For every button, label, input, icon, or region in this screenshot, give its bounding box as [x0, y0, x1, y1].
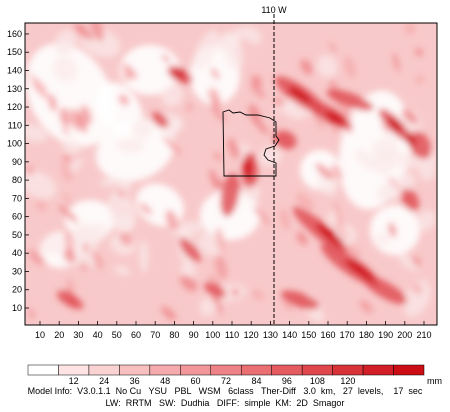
- x-tick-label: 10: [35, 330, 45, 340]
- x-tick-label: 80: [169, 330, 179, 340]
- color-bar-swatch: [301, 364, 333, 376]
- y-tick-label: 110: [8, 120, 22, 130]
- y-tick-label: 20: [12, 285, 22, 295]
- plot-border: [24, 22, 438, 326]
- color-bar-label: 60: [191, 376, 201, 386]
- color-bar-label: 120: [340, 376, 355, 386]
- color-bar-label: 72: [221, 376, 231, 386]
- color-bar-label: 48: [160, 376, 170, 386]
- y-axis: 10 20 30 40 50 60 70 80 90 100 110 120 130 140 150 160: [7, 29, 29, 313]
- precipitation-field: [25, 23, 437, 323]
- y-tick-label: 160: [7, 29, 22, 39]
- y-tick-label: 50: [12, 230, 22, 240]
- color-bar-swatch: [210, 364, 242, 376]
- y-tick-label: 130: [7, 84, 22, 94]
- x-tick-label: 50: [112, 330, 122, 340]
- x-tick-label: 100: [205, 330, 220, 340]
- color-bar-label: 36: [130, 376, 140, 386]
- color-bar-swatch: [180, 364, 212, 376]
- x-axis: 10 20 30 40 50 60 70 80 90 100 110 120 130 140 150 160 1…: [35, 321, 432, 340]
- x-tick-label: 20: [54, 330, 64, 340]
- x-tick-label: 210: [416, 330, 431, 340]
- color-bar-label: 12: [69, 376, 79, 386]
- x-tick-label: 140: [282, 330, 297, 340]
- y-tick-label: 90: [12, 157, 22, 167]
- x-tick-label: 160: [320, 330, 335, 340]
- x-tick-label: 90: [189, 330, 199, 340]
- x-tick-label: 190: [378, 330, 393, 340]
- meridian-label: 110 W: [261, 5, 287, 15]
- color-bar-swatch: [27, 364, 59, 376]
- color-bar-unit: mm: [427, 376, 442, 386]
- x-tick-label: 70: [150, 330, 160, 340]
- x-tick-label: 150: [301, 330, 316, 340]
- model-info-line: Model Info: V3.0.1.1 No Cu YSU PBL WSM 6…: [27, 386, 423, 396]
- x-tick-label: 120: [244, 330, 259, 340]
- x-tick-label: 170: [340, 330, 355, 340]
- color-bar-swatch: [362, 364, 394, 376]
- x-tick-label: 60: [131, 330, 141, 340]
- color-bar-label: 24: [99, 376, 109, 386]
- color-bar-swatch: [119, 364, 151, 376]
- y-tick-label: 70: [12, 193, 22, 203]
- x-tick-label: 110: [225, 330, 239, 340]
- x-tick-label: 200: [397, 330, 412, 340]
- y-tick-label: 140: [7, 65, 22, 75]
- y-tick-label: 40: [12, 248, 22, 258]
- x-tick-label: 30: [73, 330, 83, 340]
- color-bar-label: 96: [282, 376, 292, 386]
- color-bar-label: 108: [310, 376, 325, 386]
- color-bar-label: 84: [251, 376, 261, 386]
- color-bar-swatch: [88, 364, 120, 376]
- color-bar-swatch: [58, 364, 90, 376]
- y-tick-label: 80: [12, 175, 22, 185]
- x-tick-label: 40: [93, 330, 103, 340]
- color-bar-swatch: [332, 364, 364, 376]
- physics-info-line: LW: RRTM SW: Dudhia DIFF: simple KM: 2D …: [105, 398, 345, 408]
- y-tick-label: 150: [7, 47, 22, 57]
- color-bar-swatch: [149, 364, 181, 376]
- y-tick-label: 120: [7, 102, 22, 112]
- color-bar-swatch: [271, 364, 303, 376]
- x-tick-label: 180: [359, 330, 374, 340]
- x-tick-label: 130: [263, 330, 278, 340]
- y-tick-label: 60: [12, 212, 22, 222]
- y-tick-label: 100: [7, 139, 22, 149]
- color-bar: 12 24 36 48 60 72 84 96 108 120: [27, 364, 425, 386]
- state-boundary: [222, 109, 280, 177]
- color-bar-swatch: [240, 364, 272, 376]
- y-tick-label: 30: [12, 266, 22, 276]
- color-bar-swatch: [393, 364, 425, 376]
- y-tick-label: 10: [12, 303, 22, 313]
